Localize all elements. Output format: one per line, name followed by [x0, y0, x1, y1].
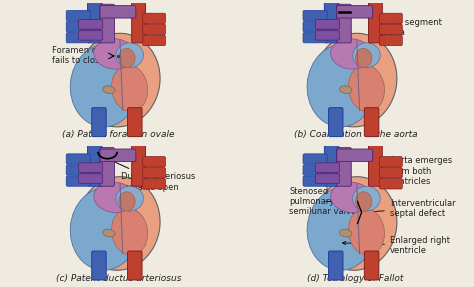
FancyBboxPatch shape — [303, 154, 327, 164]
FancyBboxPatch shape — [128, 251, 142, 280]
FancyBboxPatch shape — [328, 251, 343, 280]
FancyBboxPatch shape — [100, 149, 136, 161]
FancyBboxPatch shape — [66, 32, 91, 43]
Ellipse shape — [94, 182, 135, 212]
FancyBboxPatch shape — [66, 176, 91, 186]
Ellipse shape — [356, 192, 372, 211]
FancyBboxPatch shape — [66, 22, 91, 32]
Ellipse shape — [356, 49, 372, 68]
FancyBboxPatch shape — [79, 163, 103, 172]
FancyBboxPatch shape — [91, 108, 106, 137]
Ellipse shape — [118, 192, 135, 211]
FancyBboxPatch shape — [368, 1, 383, 43]
FancyBboxPatch shape — [337, 149, 373, 161]
FancyBboxPatch shape — [380, 168, 402, 178]
FancyBboxPatch shape — [79, 30, 103, 40]
Ellipse shape — [339, 86, 352, 94]
Ellipse shape — [77, 33, 160, 127]
Ellipse shape — [77, 177, 160, 270]
FancyBboxPatch shape — [79, 20, 103, 29]
FancyBboxPatch shape — [100, 6, 136, 18]
Ellipse shape — [307, 188, 376, 270]
Text: (a) Patent foramen ovale: (a) Patent foramen ovale — [63, 130, 175, 139]
FancyBboxPatch shape — [88, 0, 102, 43]
FancyBboxPatch shape — [324, 0, 339, 43]
FancyBboxPatch shape — [328, 108, 343, 137]
FancyBboxPatch shape — [303, 10, 327, 21]
FancyBboxPatch shape — [368, 145, 383, 186]
Ellipse shape — [307, 44, 376, 127]
Ellipse shape — [348, 208, 384, 255]
FancyBboxPatch shape — [66, 165, 91, 175]
FancyBboxPatch shape — [380, 157, 402, 167]
FancyBboxPatch shape — [315, 174, 339, 183]
Text: Stenosed
pulmonary
semilunar valve: Stenosed pulmonary semilunar valve — [289, 187, 356, 216]
FancyBboxPatch shape — [100, 4, 114, 43]
Ellipse shape — [314, 33, 397, 127]
FancyBboxPatch shape — [143, 179, 165, 189]
FancyBboxPatch shape — [79, 174, 103, 183]
Ellipse shape — [353, 43, 380, 68]
Ellipse shape — [331, 39, 372, 69]
Text: (b) Coarctation of the aorta: (b) Coarctation of the aorta — [293, 130, 417, 139]
FancyBboxPatch shape — [315, 30, 339, 40]
Ellipse shape — [103, 86, 115, 94]
FancyBboxPatch shape — [66, 10, 91, 21]
Ellipse shape — [70, 44, 139, 127]
FancyBboxPatch shape — [324, 142, 339, 186]
Text: Ductus arteriosus
remains open: Ductus arteriosus remains open — [111, 160, 196, 192]
FancyBboxPatch shape — [337, 4, 351, 43]
FancyBboxPatch shape — [337, 148, 351, 186]
Ellipse shape — [331, 182, 372, 212]
Text: Narrow segment
of aorta: Narrow segment of aorta — [348, 12, 442, 37]
Text: Interventricular
septal defect: Interventricular septal defect — [364, 199, 456, 218]
FancyBboxPatch shape — [303, 22, 327, 32]
FancyBboxPatch shape — [365, 251, 379, 280]
FancyBboxPatch shape — [365, 108, 379, 137]
FancyBboxPatch shape — [66, 154, 91, 164]
FancyBboxPatch shape — [315, 20, 339, 29]
FancyBboxPatch shape — [303, 32, 327, 43]
Ellipse shape — [111, 208, 148, 255]
Text: Enlarged right
ventricle: Enlarged right ventricle — [343, 236, 450, 255]
FancyBboxPatch shape — [380, 35, 402, 46]
Ellipse shape — [70, 188, 139, 270]
FancyBboxPatch shape — [132, 145, 146, 186]
Ellipse shape — [94, 39, 135, 69]
FancyBboxPatch shape — [143, 35, 165, 46]
Ellipse shape — [339, 229, 352, 237]
Ellipse shape — [353, 186, 380, 211]
FancyBboxPatch shape — [91, 251, 106, 280]
Ellipse shape — [116, 186, 144, 211]
FancyBboxPatch shape — [88, 142, 102, 186]
FancyBboxPatch shape — [380, 179, 402, 189]
Ellipse shape — [111, 65, 148, 112]
FancyBboxPatch shape — [143, 168, 165, 178]
FancyBboxPatch shape — [143, 157, 165, 167]
Ellipse shape — [116, 43, 144, 68]
Ellipse shape — [103, 229, 115, 237]
FancyBboxPatch shape — [303, 165, 327, 175]
FancyBboxPatch shape — [380, 13, 402, 24]
FancyBboxPatch shape — [337, 6, 373, 18]
Text: Aorta emerges
from both
ventricles: Aorta emerges from both ventricles — [373, 156, 452, 186]
Ellipse shape — [118, 49, 135, 68]
FancyBboxPatch shape — [143, 13, 165, 24]
FancyBboxPatch shape — [303, 176, 327, 186]
Text: (d) Tetralogy of Fallot: (d) Tetralogy of Fallot — [307, 274, 403, 283]
FancyBboxPatch shape — [315, 163, 339, 172]
Ellipse shape — [314, 177, 397, 270]
FancyBboxPatch shape — [100, 148, 114, 186]
Text: (c) Patent ductus arteriosus: (c) Patent ductus arteriosus — [56, 274, 182, 283]
FancyBboxPatch shape — [380, 24, 402, 34]
Text: Foramen ovale
fails to close: Foramen ovale fails to close — [53, 46, 115, 65]
FancyBboxPatch shape — [128, 108, 142, 137]
Ellipse shape — [348, 65, 384, 112]
FancyBboxPatch shape — [132, 1, 146, 43]
FancyBboxPatch shape — [143, 24, 165, 34]
